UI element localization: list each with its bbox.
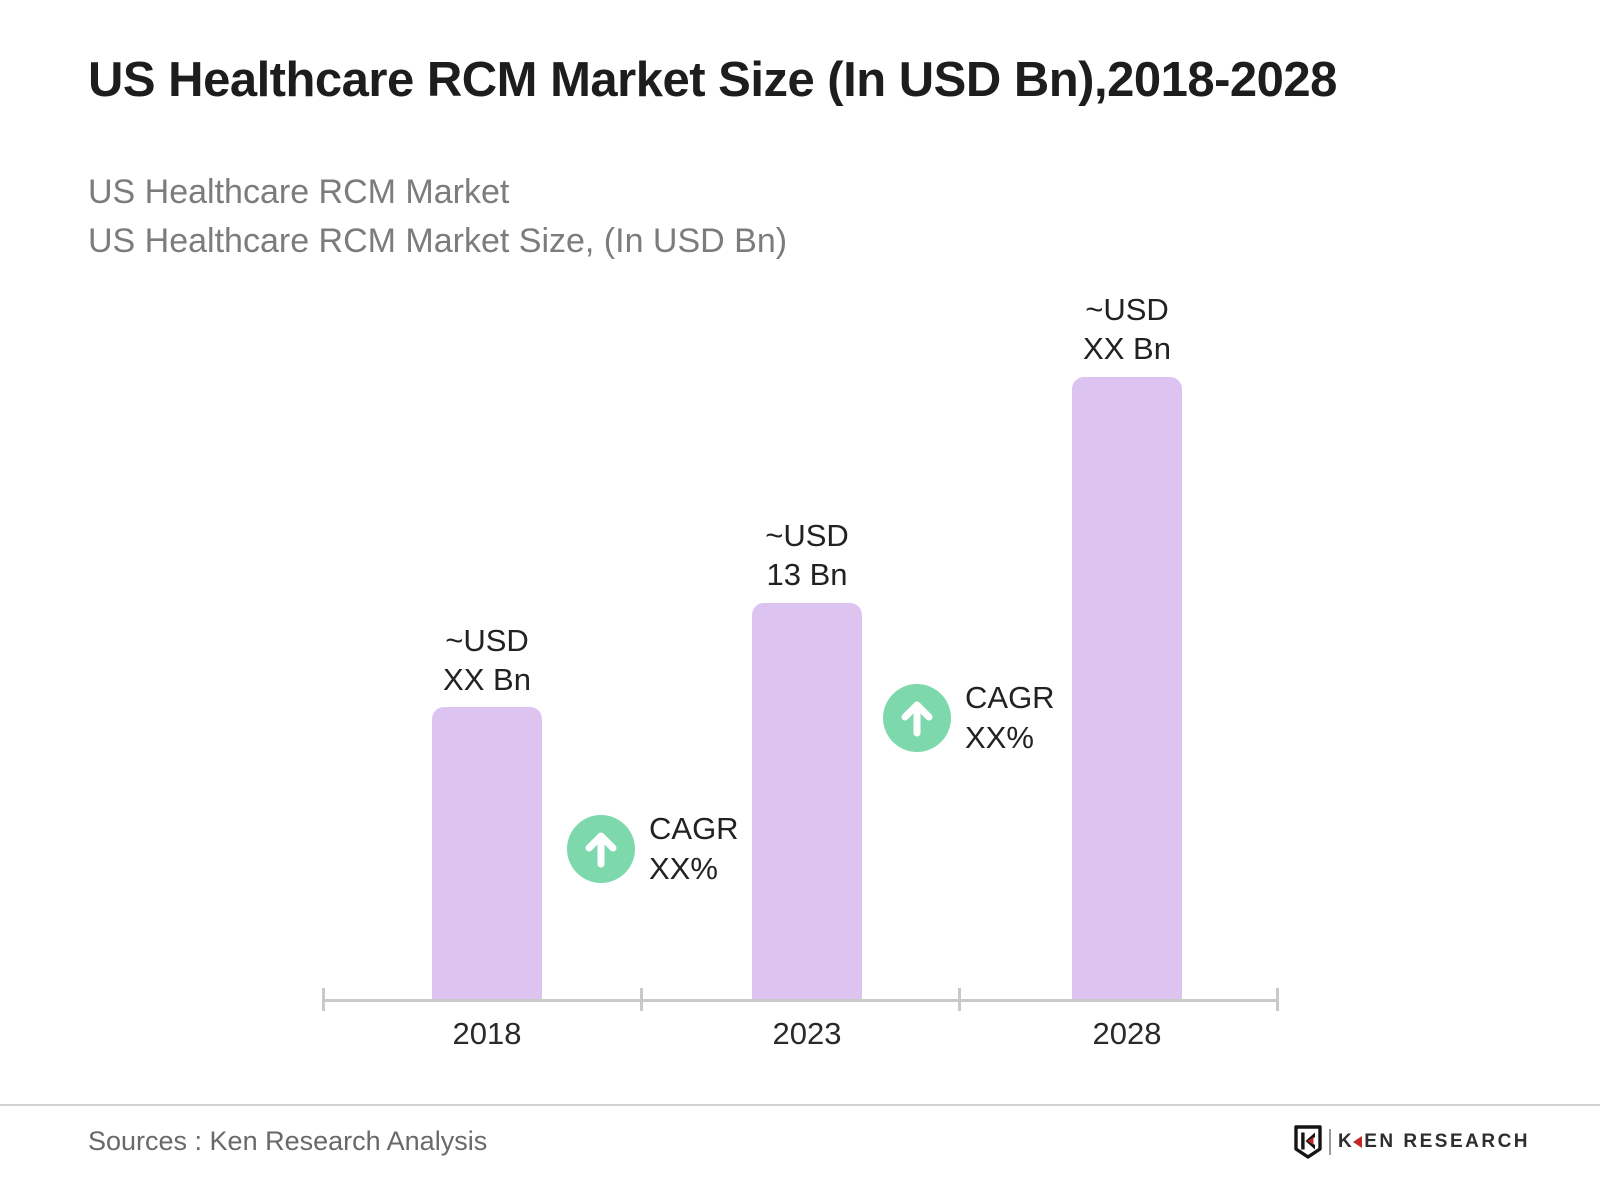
chart-subtitle-line2: US Healthcare RCM Market Size, (In USD B… [88,222,788,260]
x-axis-label-2018: 2018 [452,1016,522,1051]
x-axis-line [322,999,1278,1002]
bar-2028 [1072,377,1182,1001]
chart-subtitle-line1: US Healthcare RCM Market [88,173,510,211]
red-triangle-icon [1353,1136,1363,1148]
sources-text: Sources : Ken Research Analysis [88,1126,488,1156]
x-axis-label-2028: 2028 [1092,1016,1162,1051]
cagr-annotation-text: CAGR XX% [649,811,739,886]
up-arrow-icon [567,815,635,883]
ken-research-logo: K EN RESEARCH [1293,1124,1530,1160]
x-axis-label-2023: 2023 [772,1016,842,1051]
bar-value-label-2023: ~USD 13 Bn [765,518,849,592]
x-axis-tick [958,988,961,1011]
cagr-annotation-1: CAGR XX% [567,809,739,889]
x-axis-tick [322,988,325,1011]
bar-2023 [752,603,862,1001]
page-title: US Healthcare RCM Market Size (In USD Bn… [88,53,1337,107]
footer-divider [0,1104,1600,1106]
chart-subtitle: US Healthcare RCM Market US Healthcare R… [88,168,787,266]
logo-divider [1329,1129,1331,1155]
x-axis-tick [640,988,643,1011]
ken-research-wordmark: K EN RESEARCH [1338,1131,1531,1152]
bar-value-label-2028: ~USD XX Bn [1083,292,1171,366]
bar-2018 [432,707,542,1001]
cagr-annotation-2: CAGR XX% [883,678,1055,758]
ken-research-shield-icon [1294,1125,1322,1159]
x-axis-tick [1276,988,1279,1011]
cagr-annotation-text: CAGR XX% [965,680,1055,755]
bar-value-label-2018: ~USD XX Bn [443,623,531,697]
up-arrow-icon [883,684,951,752]
